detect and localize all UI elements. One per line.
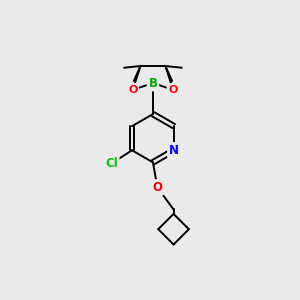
- Text: O: O: [168, 85, 178, 95]
- Text: O: O: [128, 85, 137, 95]
- Text: N: N: [169, 144, 179, 157]
- Text: Cl: Cl: [105, 157, 118, 170]
- Text: O: O: [152, 181, 162, 194]
- Text: B: B: [148, 77, 158, 90]
